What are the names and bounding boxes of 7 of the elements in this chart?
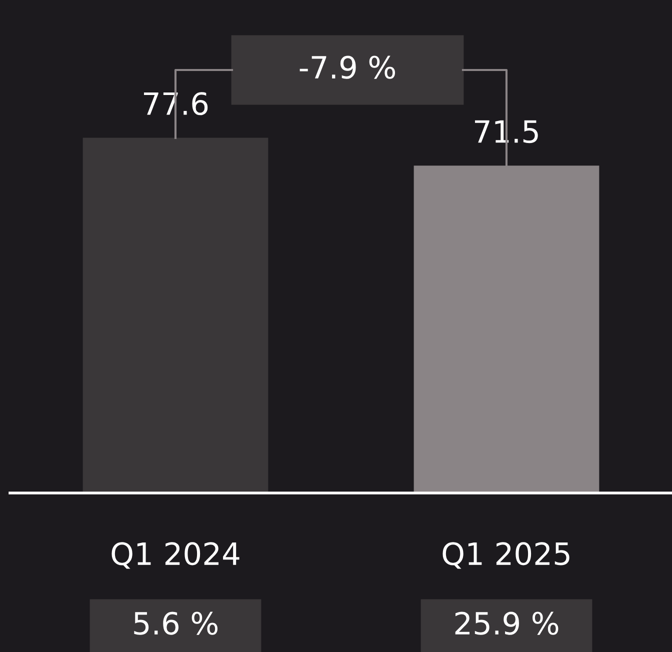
- text: 5.6 %: [134, 612, 218, 635]
- data-label: 77.6: [144, 92, 208, 116]
- data-label: 71.5: [474, 120, 538, 144]
- x-tick-label: Q1 2024: [112, 542, 240, 569]
- x-tick-label: Q1 2025: [442, 542, 570, 569]
- text: -7.9 %: [300, 56, 395, 79]
- text: 25.9 %: [455, 612, 558, 635]
